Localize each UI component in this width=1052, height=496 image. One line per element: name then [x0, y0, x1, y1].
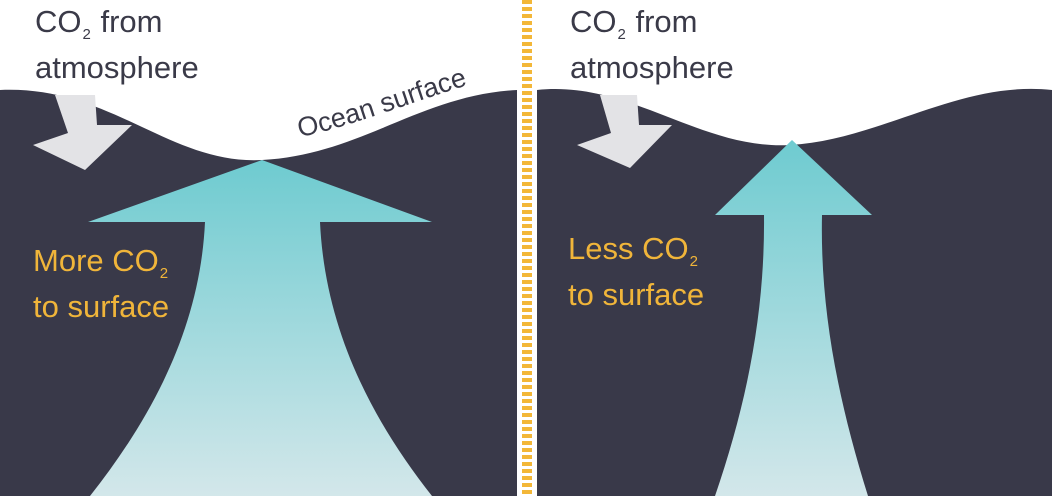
co2-subscript: 2: [82, 26, 91, 43]
atmosphere-label-right-line1: CO2 from: [570, 2, 734, 48]
from-text: from: [635, 4, 698, 39]
more-co2-text: More CO: [33, 243, 159, 278]
co2-text: CO: [35, 4, 82, 39]
atmosphere-label-left-line2: atmosphere: [35, 50, 199, 85]
co2-inflow-arrow-right: [577, 95, 672, 168]
upwelling-label-left-line1: More CO2: [33, 241, 169, 287]
upwelling-arrow-large: [88, 160, 432, 496]
upwelling-label-right-line2: to surface: [568, 277, 705, 312]
atmosphere-label-left: CO2 from atmosphere: [35, 2, 199, 88]
atmosphere-label-right-line2: atmosphere: [570, 50, 734, 85]
atmosphere-label-left-line1: CO2 from: [35, 2, 199, 48]
co2-subscript: 2: [617, 26, 626, 43]
co2-inflow-arrow-left: [33, 95, 132, 170]
upwelling-arrow-small: [715, 140, 872, 496]
less-co2-text: Less CO: [568, 231, 689, 266]
co2-subscript: 2: [159, 265, 169, 282]
atmosphere-label-right: CO2 from atmosphere: [570, 2, 734, 88]
upwelling-label-left: More CO2 to surface: [33, 241, 169, 327]
upwelling-label-right-line1: Less CO2: [568, 229, 704, 275]
upwelling-label-right: Less CO2 to surface: [568, 229, 704, 315]
from-text: from: [100, 4, 163, 39]
co2-text: CO: [570, 4, 617, 39]
upwelling-label-left-line2: to surface: [33, 289, 170, 324]
co2-subscript: 2: [689, 253, 698, 270]
